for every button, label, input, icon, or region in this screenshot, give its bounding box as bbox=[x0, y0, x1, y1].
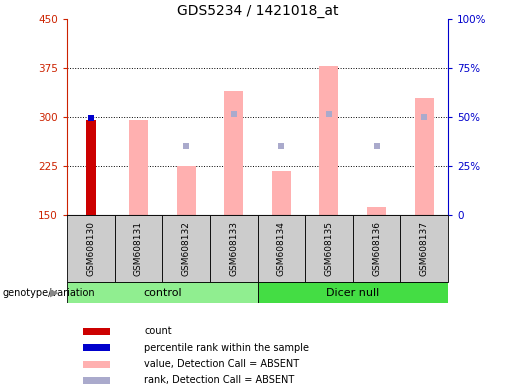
Text: GSM608130: GSM608130 bbox=[87, 221, 95, 276]
Bar bbox=[129, 121, 148, 215]
FancyBboxPatch shape bbox=[258, 282, 448, 303]
Text: percentile rank within the sample: percentile rank within the sample bbox=[144, 343, 309, 353]
Text: GSM608133: GSM608133 bbox=[229, 221, 238, 276]
Text: value, Detection Call = ABSENT: value, Detection Call = ABSENT bbox=[144, 359, 299, 369]
FancyBboxPatch shape bbox=[210, 215, 258, 282]
Bar bbox=[83, 377, 110, 384]
Text: count: count bbox=[144, 326, 172, 336]
Text: rank, Detection Call = ABSENT: rank, Detection Call = ABSENT bbox=[144, 375, 295, 384]
Bar bbox=[272, 170, 291, 215]
Title: GDS5234 / 1421018_at: GDS5234 / 1421018_at bbox=[177, 4, 338, 18]
Bar bbox=[83, 344, 110, 351]
Bar bbox=[319, 66, 338, 215]
Text: GSM608137: GSM608137 bbox=[420, 221, 428, 276]
Bar bbox=[85, 121, 96, 215]
Bar bbox=[415, 98, 434, 215]
Bar bbox=[224, 91, 243, 215]
Bar bbox=[177, 166, 196, 215]
FancyBboxPatch shape bbox=[67, 282, 258, 303]
Text: genotype/variation: genotype/variation bbox=[3, 288, 95, 298]
Text: Dicer null: Dicer null bbox=[326, 288, 380, 298]
FancyBboxPatch shape bbox=[162, 215, 210, 282]
Bar bbox=[83, 361, 110, 368]
FancyBboxPatch shape bbox=[401, 215, 448, 282]
Bar bbox=[83, 328, 110, 335]
FancyBboxPatch shape bbox=[67, 215, 114, 282]
Bar bbox=[367, 207, 386, 215]
Text: control: control bbox=[143, 288, 182, 298]
FancyBboxPatch shape bbox=[258, 215, 305, 282]
Text: GSM608131: GSM608131 bbox=[134, 221, 143, 276]
Text: GSM608132: GSM608132 bbox=[182, 221, 191, 276]
Text: GSM608135: GSM608135 bbox=[324, 221, 333, 276]
FancyBboxPatch shape bbox=[114, 215, 162, 282]
Text: GSM608134: GSM608134 bbox=[277, 221, 286, 276]
FancyBboxPatch shape bbox=[305, 215, 353, 282]
Text: ▶: ▶ bbox=[50, 288, 58, 298]
Text: GSM608136: GSM608136 bbox=[372, 221, 381, 276]
FancyBboxPatch shape bbox=[353, 215, 401, 282]
